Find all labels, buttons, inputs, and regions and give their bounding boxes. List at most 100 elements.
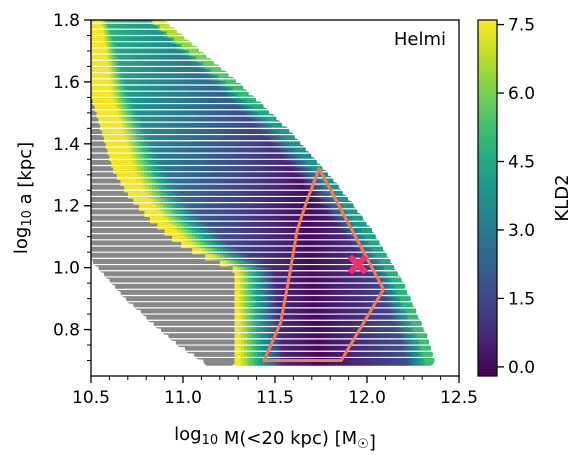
heatmap-row bbox=[91, 70, 229, 81]
heatmap-cell bbox=[185, 120, 190, 131]
heatmap-cell bbox=[355, 299, 360, 310]
heatmap-cell bbox=[183, 70, 187, 81]
heatmap-cell bbox=[233, 212, 238, 224]
heatmap-cell bbox=[370, 336, 375, 348]
heatmap-cell bbox=[129, 151, 133, 162]
heatmap-cell bbox=[118, 39, 121, 50]
heatmap-cell bbox=[221, 82, 225, 94]
heatmap-cell bbox=[325, 318, 330, 329]
heatmap-cell bbox=[175, 58, 178, 69]
heatmap-cell bbox=[291, 181, 297, 193]
heatmap-cell bbox=[123, 76, 127, 88]
heatmap-cell bbox=[186, 76, 190, 88]
heatmap-cell bbox=[121, 107, 126, 119]
heatmap-cell bbox=[275, 305, 280, 317]
heatmap-cell bbox=[109, 45, 113, 57]
heatmap-cell bbox=[173, 45, 176, 57]
heatmap-cell bbox=[272, 243, 277, 255]
heatmap-cell bbox=[236, 113, 241, 125]
heatmap-cell bbox=[290, 237, 295, 249]
heatmap-cell bbox=[191, 64, 194, 75]
heatmap-cell bbox=[255, 237, 260, 249]
heatmap-cell bbox=[364, 336, 368, 348]
heatmap-cell bbox=[216, 107, 220, 119]
heatmap-cell bbox=[317, 231, 322, 242]
heatmap-cell bbox=[341, 324, 346, 335]
heatmap-cell bbox=[311, 268, 315, 280]
heatmap-cell bbox=[242, 237, 247, 249]
heatmap-cell bbox=[144, 45, 147, 57]
heatmap-cell bbox=[210, 107, 215, 119]
heatmap-cell bbox=[287, 330, 292, 341]
heatmap-cell bbox=[161, 70, 165, 81]
heatmap-cell bbox=[258, 231, 262, 242]
heatmap-cell bbox=[127, 181, 132, 193]
heatmap-cell bbox=[169, 181, 174, 193]
heatmap-cell bbox=[271, 324, 275, 335]
heatmap-cell bbox=[313, 225, 317, 236]
heatmap-cell bbox=[337, 268, 341, 280]
heatmap-cell bbox=[364, 299, 368, 310]
heatmap-cell bbox=[276, 311, 280, 323]
heatmap-cell bbox=[310, 206, 315, 218]
heatmap-cell bbox=[178, 64, 182, 75]
heatmap-cell bbox=[356, 330, 361, 341]
heatmap-cell bbox=[131, 181, 136, 193]
heatmap-cell bbox=[202, 107, 206, 119]
heatmap-cell bbox=[98, 95, 102, 106]
heatmap-cell bbox=[213, 107, 218, 119]
heatmap-cell bbox=[264, 188, 269, 199]
heatmap-cell bbox=[317, 175, 323, 187]
heatmap-cell bbox=[108, 45, 111, 57]
heatmap-cell bbox=[254, 231, 259, 242]
colorbar-tick-label: 1.5 bbox=[508, 289, 535, 309]
heatmap-cell bbox=[162, 126, 167, 137]
heatmap-cell bbox=[272, 175, 277, 187]
heatmap-cell bbox=[203, 138, 208, 150]
y-axis-ticks: 0.81.01.21.41.61.8 bbox=[53, 11, 91, 362]
heatmap-cell bbox=[93, 82, 97, 94]
heatmap-cell bbox=[295, 349, 300, 360]
heatmap-cell bbox=[160, 212, 165, 224]
heatmap-cell bbox=[183, 181, 188, 193]
heatmap-cell bbox=[258, 262, 262, 273]
heatmap-row bbox=[91, 45, 200, 57]
heatmap-cell bbox=[387, 355, 392, 366]
heatmap-cell bbox=[334, 231, 339, 242]
heatmap-cell bbox=[130, 113, 134, 125]
heatmap-cell bbox=[149, 144, 154, 156]
heatmap-cell bbox=[337, 219, 342, 230]
heatmap-cell bbox=[236, 200, 241, 211]
heatmap-cell bbox=[270, 281, 274, 292]
heatmap-cell bbox=[228, 231, 233, 242]
heatmap-cell bbox=[110, 132, 114, 143]
heatmap-cell bbox=[368, 287, 372, 298]
heatmap-cell bbox=[226, 200, 231, 211]
heatmap-cell bbox=[224, 95, 228, 106]
heatmap-cell bbox=[260, 349, 265, 360]
heatmap-cell bbox=[379, 293, 384, 304]
heatmap-cell bbox=[245, 262, 249, 273]
heatmap-cell bbox=[214, 151, 219, 162]
heatmap-cell bbox=[280, 324, 285, 335]
heatmap-cell bbox=[267, 281, 271, 292]
heatmap-cell bbox=[302, 293, 307, 304]
heatmap-cell bbox=[194, 157, 199, 168]
heatmap-cell bbox=[181, 212, 186, 224]
heatmap-cell bbox=[162, 175, 167, 187]
heatmap-cell bbox=[388, 287, 392, 298]
heatmap-cell bbox=[408, 349, 413, 360]
heatmap-cell bbox=[303, 163, 308, 174]
heatmap-cell bbox=[243, 330, 248, 341]
heatmap-cell bbox=[130, 163, 135, 174]
heatmap-cell bbox=[249, 219, 254, 230]
heatmap-cell bbox=[236, 107, 240, 119]
heatmap-cell bbox=[284, 181, 290, 193]
heatmap-cell bbox=[272, 206, 277, 218]
heatmap-cell bbox=[149, 101, 153, 112]
heatmap-cell bbox=[137, 82, 141, 94]
heatmap-cell bbox=[401, 311, 405, 323]
heatmap-cell bbox=[248, 274, 252, 286]
heatmap-cell bbox=[160, 76, 164, 88]
heatmap-cell bbox=[354, 287, 358, 298]
